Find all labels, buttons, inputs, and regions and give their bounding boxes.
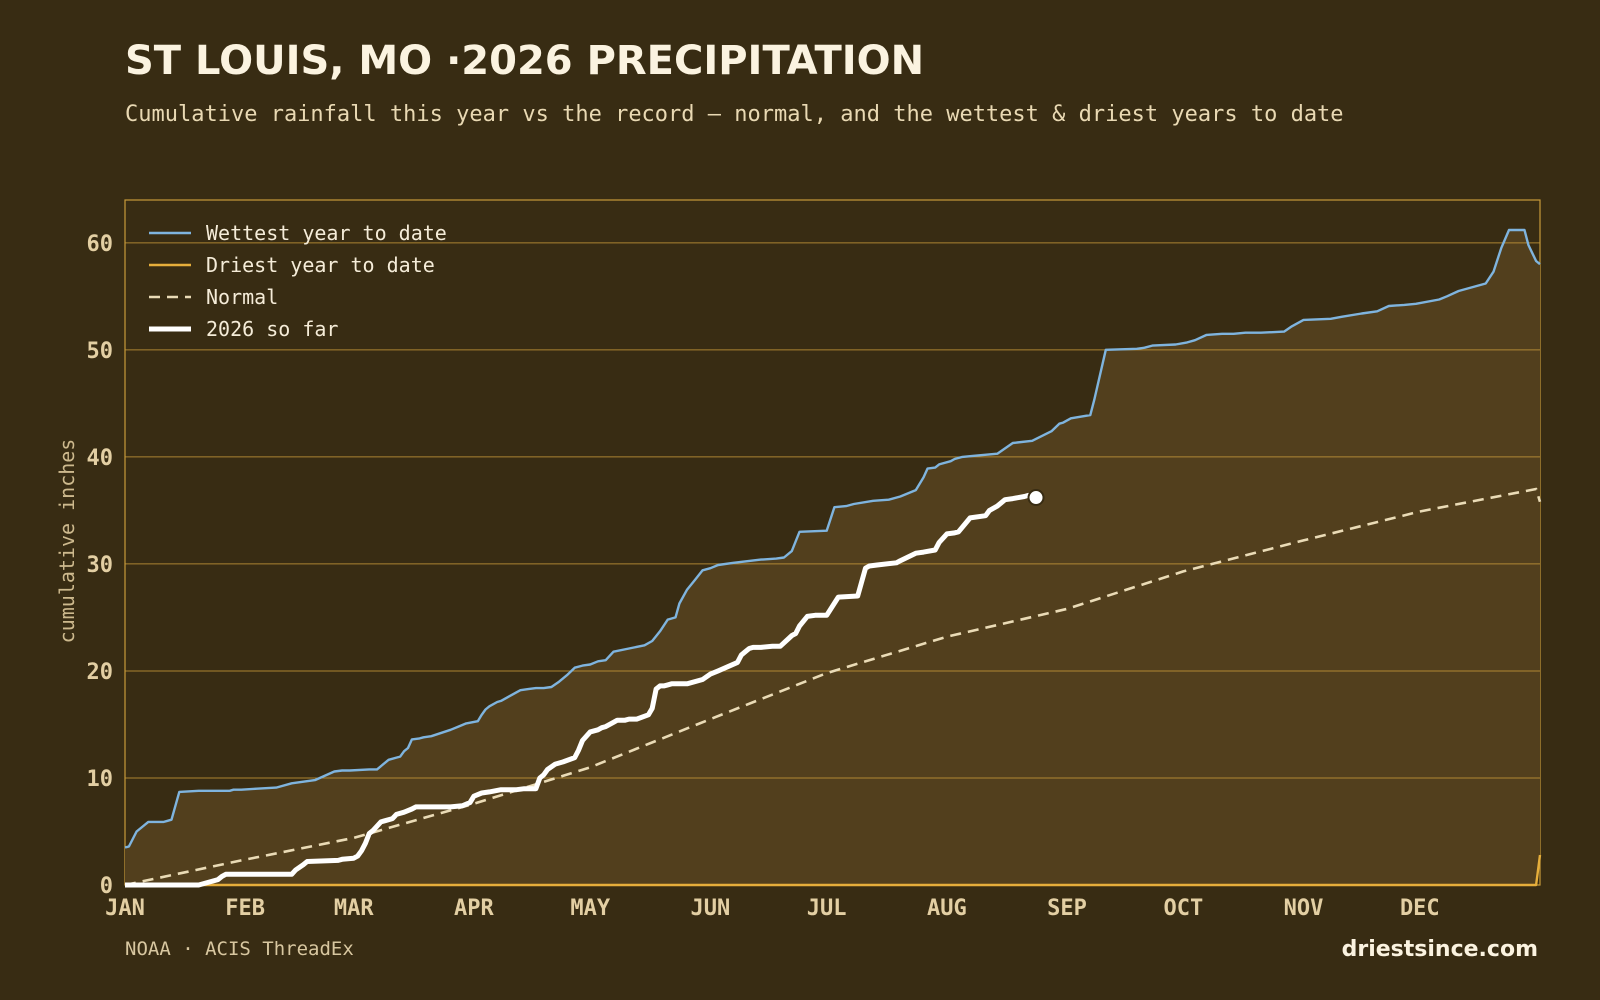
x-tick-label: NOV bbox=[1284, 896, 1324, 921]
legend-label-normal: Normal bbox=[206, 285, 278, 309]
x-tick-label: JAN bbox=[105, 896, 145, 921]
x-tick-label: OCT bbox=[1163, 896, 1203, 921]
y-tick-label: 0 bbox=[100, 874, 113, 899]
legend-label-driest: Driest year to date bbox=[206, 253, 435, 277]
x-tick-label: JUL bbox=[807, 896, 847, 921]
y-axis-label: cumulative inches bbox=[55, 439, 79, 644]
x-tick-label: DEC bbox=[1400, 896, 1440, 921]
current-endpoint-marker bbox=[1027, 489, 1045, 507]
source-credit: NOAA · ACIS ThreadEx bbox=[125, 938, 354, 960]
y-tick-label: 60 bbox=[87, 232, 114, 257]
current-marker bbox=[1027, 489, 1045, 507]
chart-title: ST LOUIS, MO ·2026 PRECIPITATION bbox=[125, 38, 924, 84]
legend: Wettest year to date Driest year to date N… bbox=[149, 221, 447, 341]
x-tick-label: APR bbox=[454, 896, 494, 921]
y-axis-ticks: 0 10 20 30 40 50 60 bbox=[87, 232, 114, 899]
x-tick-label: JUN bbox=[691, 896, 731, 921]
y-tick-label: 10 bbox=[87, 767, 114, 792]
y-tick-label: 50 bbox=[87, 339, 114, 364]
chart-subtitle: Cumulative rainfall this year vs the rec… bbox=[125, 102, 1344, 127]
brand-link[interactable]: driestsince.com bbox=[1342, 937, 1538, 962]
x-tick-label: SEP bbox=[1047, 896, 1087, 921]
x-tick-label: AUG bbox=[927, 896, 967, 921]
x-tick-label: MAR bbox=[334, 896, 374, 921]
series-lines bbox=[124, 228, 1542, 888]
y-tick-label: 20 bbox=[87, 660, 114, 685]
gridlines bbox=[125, 242, 1540, 779]
x-tick-label: FEB bbox=[225, 896, 265, 921]
x-axis-ticks: JAN FEB MAR APR MAY JUN JUL AUG SEP OCT NOV DEC bbox=[105, 896, 1440, 921]
legend-label-wettest: Wettest year to date bbox=[206, 221, 447, 245]
x-tick-label: MAY bbox=[570, 896, 610, 921]
legend-label-current: 2026 so far bbox=[206, 317, 338, 341]
series-line-current bbox=[125, 492, 1037, 888]
series-line-driest bbox=[125, 854, 1542, 887]
y-tick-label: 40 bbox=[87, 446, 114, 471]
y-tick-label: 30 bbox=[87, 553, 114, 578]
series-line-wettest bbox=[124, 228, 1541, 849]
